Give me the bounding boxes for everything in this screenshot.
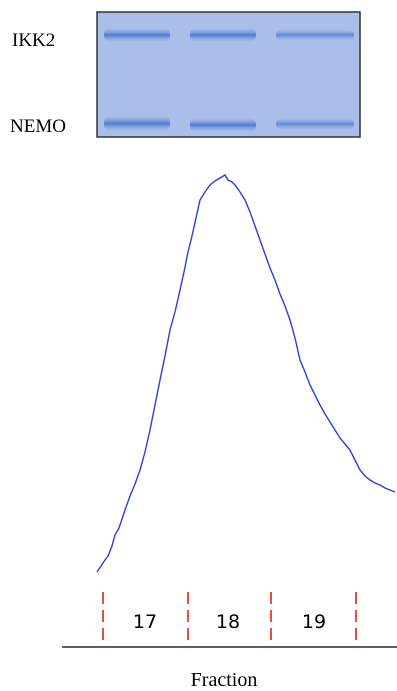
fraction-label: 19 [302, 611, 326, 633]
gel-label: NEMO [10, 116, 66, 137]
fraction-label: 18 [216, 611, 240, 633]
gel-label: IKK2 [12, 30, 55, 51]
fraction-label: 17 [133, 611, 157, 633]
elution-trace [97, 175, 395, 572]
figure: IKK2 NEMO 17 18 19 Fraction [0, 0, 397, 691]
axis-title: Fraction [191, 669, 258, 691]
gel-image [97, 12, 360, 137]
